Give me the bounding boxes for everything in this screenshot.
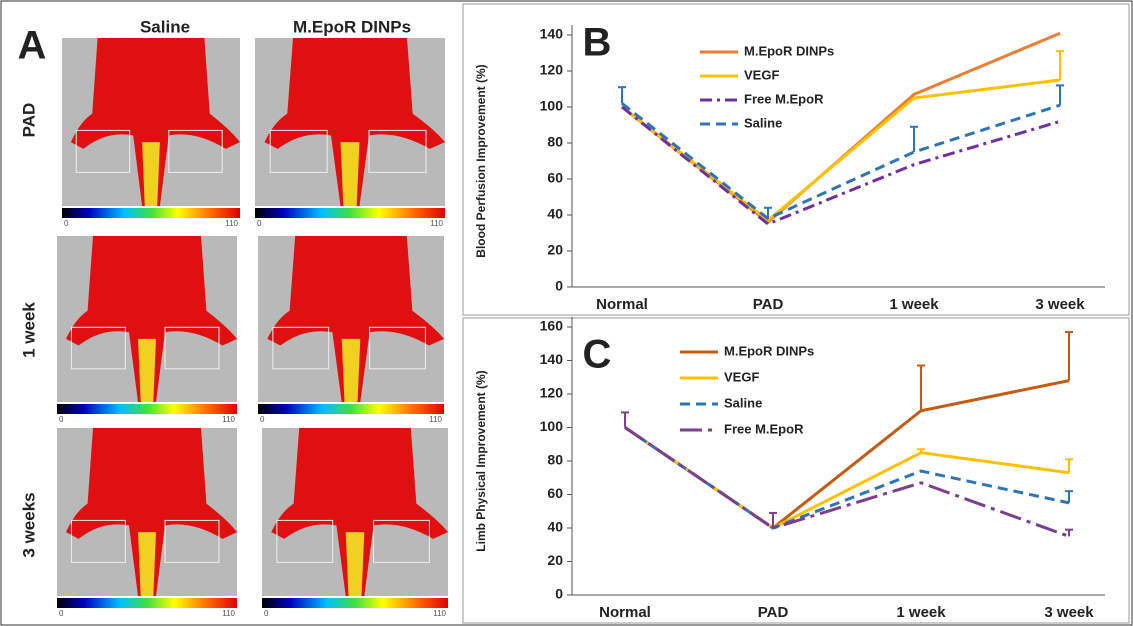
x-tick-label: PAD (753, 296, 784, 313)
series-line (621, 78, 1061, 223)
panel-label: C (583, 333, 612, 377)
roi-box (70, 326, 126, 370)
panel-label: B (583, 21, 612, 65)
legend-label: Free M.EpoR (744, 91, 824, 106)
y-tick-label: 100 (540, 418, 564, 434)
colorbar-max: 110 (222, 415, 235, 424)
y-tick-label: 80 (547, 134, 563, 150)
tail-heat (341, 338, 361, 402)
y-axis-title: Blood Perfusion Improvement (%) (474, 64, 488, 257)
body-heat (70, 38, 241, 206)
legend-label: M.EpoR DINPs (724, 343, 814, 358)
x-tick-label: 3 week (1035, 296, 1085, 313)
colorbar-max: 110 (225, 219, 238, 228)
legend-label: M.EpoR DINPs (744, 43, 834, 58)
y-tick-label: 40 (547, 206, 563, 222)
body-heat (271, 428, 448, 596)
colorbar (57, 598, 237, 608)
series-line (621, 105, 1061, 226)
roi-box (164, 519, 220, 563)
row-header: 1 week (19, 302, 38, 358)
y-tick-label: 160 (540, 318, 564, 334)
roi-box (70, 519, 126, 563)
colorbar-max: 110 (222, 609, 235, 618)
panel-label: A (18, 24, 47, 68)
body-heat (264, 38, 445, 206)
colorbar (57, 404, 237, 414)
x-tick-label: Normal (599, 604, 651, 621)
colorbar-min: 0 (257, 219, 262, 228)
roi-box (276, 519, 334, 563)
x-tick-label: 3 week (1044, 604, 1094, 621)
column-header: M.EpoR DINPs (293, 17, 411, 36)
row-header: 3 weeks (19, 492, 38, 557)
body-heat (267, 236, 444, 402)
roi-box (168, 129, 223, 173)
y-tick-label: 100 (540, 98, 564, 114)
roi-box (272, 326, 330, 370)
body-heat (66, 428, 237, 596)
colorbar-min: 0 (264, 609, 269, 618)
row-header: PAD (19, 103, 38, 138)
x-tick-label: 1 week (889, 296, 939, 313)
y-tick-label: 140 (540, 26, 564, 42)
colorbar-min: 0 (64, 219, 69, 228)
colorbar-max: 110 (430, 219, 443, 228)
tail-heat (345, 532, 365, 596)
roi-box (368, 129, 427, 173)
column-header: Saline (140, 17, 190, 36)
y-tick-label: 0 (555, 586, 563, 602)
roi-box (269, 129, 328, 173)
colorbar (258, 404, 444, 414)
roi-box (164, 326, 220, 370)
y-axis-title: Limb Physical Improvement (%) (474, 370, 488, 551)
x-tick-label: 1 week (896, 604, 946, 621)
tail-heat (142, 142, 160, 206)
series-line (621, 31, 1061, 225)
legend-label: Saline (744, 115, 782, 130)
y-tick-label: 40 (547, 519, 563, 535)
legend-label: Saline (724, 395, 762, 410)
y-tick-label: 80 (547, 452, 563, 468)
y-tick-label: 140 (540, 351, 564, 367)
y-tick-label: 120 (540, 385, 564, 401)
colorbar-max: 110 (433, 609, 446, 618)
legend-label: VEGF (724, 369, 759, 384)
roi-box (75, 129, 131, 173)
series-line (621, 102, 1061, 221)
colorbar-min: 0 (260, 415, 265, 424)
tail-heat (138, 532, 156, 596)
y-tick-label: 120 (540, 62, 564, 78)
y-tick-label: 0 (555, 278, 563, 294)
colorbar (255, 208, 445, 218)
colorbar-min: 0 (59, 415, 64, 424)
tail-heat (340, 142, 360, 206)
panel-c-border (462, 317, 1130, 624)
body-heat (66, 236, 237, 402)
y-tick-label: 20 (547, 242, 563, 258)
x-tick-label: Normal (596, 296, 648, 313)
y-tick-label: 60 (547, 485, 563, 501)
roi-box (369, 326, 426, 370)
colorbar (262, 598, 448, 608)
panel-b-border (462, 3, 1130, 316)
x-tick-label: PAD (758, 604, 789, 621)
series-line (624, 426, 1070, 538)
tail-heat (138, 338, 156, 402)
roi-box (373, 519, 430, 563)
legend-label: Free M.EpoR (724, 421, 804, 436)
colorbar-max: 110 (429, 415, 442, 424)
colorbar-min: 0 (59, 609, 64, 618)
y-tick-label: 20 (547, 552, 563, 568)
colorbar (62, 208, 240, 218)
y-tick-label: 60 (547, 170, 563, 186)
legend-label: VEGF (744, 67, 779, 82)
